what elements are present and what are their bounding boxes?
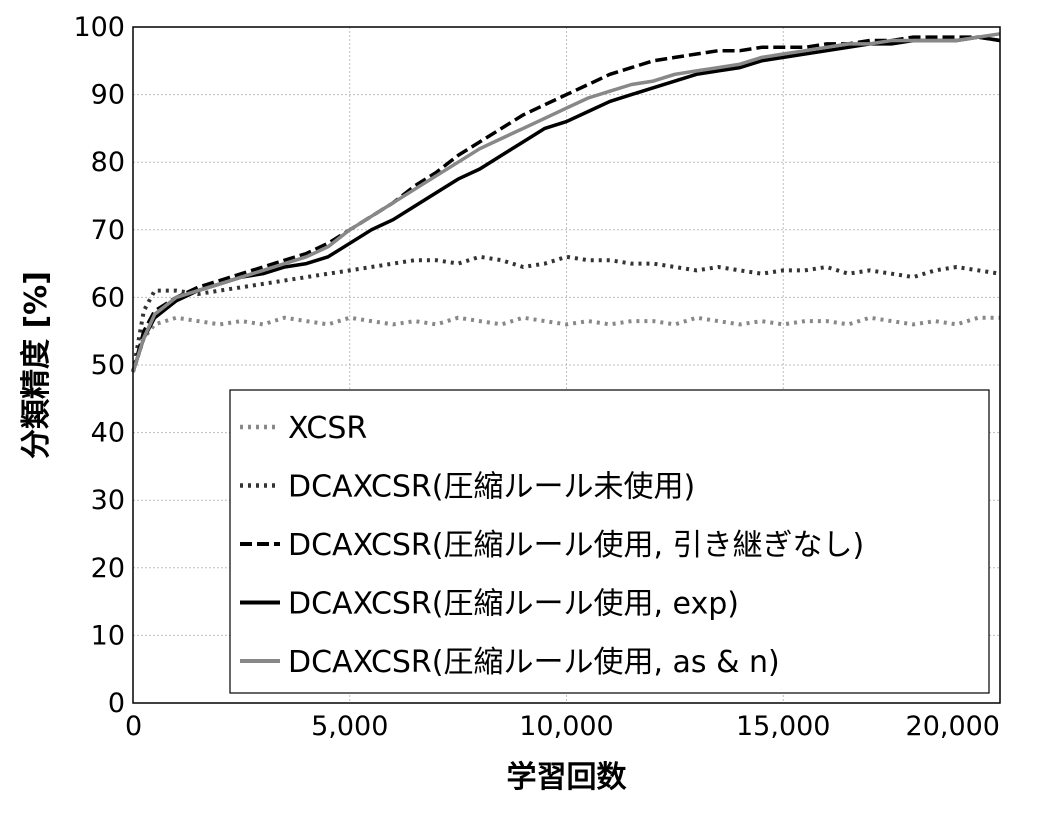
legend: XCSR DCAXCSR(圧縮ルール未使用) DCAXCSR(圧縮ルール使用, 引き… [229, 389, 990, 694]
series-layer [131, 32, 1001, 373]
x-axis-ticks: 0 5,000 10,000 15,000 20,000 [125, 711, 1000, 742]
series-line-3 [131, 35, 1001, 373]
y-tick-label: 30 [91, 485, 125, 516]
series-line-4 [131, 32, 1001, 373]
y-tick-label: 40 [91, 418, 125, 449]
x-axis-title: 学習回数 [507, 760, 628, 795]
x-tick-label: 15,000 [736, 711, 830, 742]
x-tick-label: 0 [125, 711, 142, 742]
legend-label: XCSR [288, 411, 367, 446]
y-tick-label: 50 [91, 350, 125, 381]
x-tick-label: 20,000 [906, 711, 1000, 742]
plot-frame [132, 26, 1001, 704]
legend-label: DCAXCSR(圧縮ルール使用, 引き継ぎなし) [288, 528, 864, 563]
y-tick-label: 100 [73, 12, 125, 43]
y-axis-ticks: 0 10 20 30 40 50 60 70 80 90 100 [73, 12, 125, 719]
y-tick-label: 10 [91, 620, 125, 651]
series-line-0 [131, 315, 1000, 373]
y-tick-label: 70 [91, 215, 125, 246]
y-tick-label: 0 [108, 688, 125, 719]
y-tick-label: 60 [91, 282, 125, 313]
x-tick-label: 5,000 [311, 711, 388, 742]
y-tick-label: 20 [91, 553, 125, 584]
legend-label: DCAXCSR(圧縮ルール使用, exp) [288, 587, 739, 622]
legend-box [229, 389, 990, 694]
y-axis-title: 分類精度 [%] [19, 271, 54, 459]
legend-label: DCAXCSR(圧縮ルール使用, as & n) [288, 645, 780, 680]
series-line-1 [131, 254, 1001, 373]
x-tick-label: 10,000 [519, 711, 613, 742]
y-tick-label: 80 [91, 147, 125, 178]
legend-label: DCAXCSR(圧縮ルール未使用) [288, 470, 695, 505]
y-tick-label: 90 [91, 80, 125, 111]
